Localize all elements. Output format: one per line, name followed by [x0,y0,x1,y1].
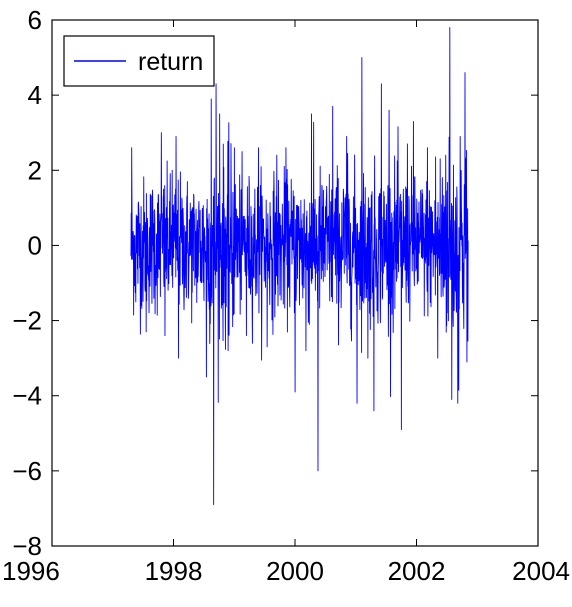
x-tick-label: 1998 [145,556,203,586]
y-tick-label: 2 [28,155,42,185]
y-tick-label: −8 [12,531,42,561]
y-tick-label: 4 [28,80,42,110]
y-tick-label: −6 [12,456,42,486]
y-tick-label: 0 [28,230,42,260]
series-layer [130,27,469,506]
y-tick-label: −4 [12,381,42,411]
x-axis: 1996 1998 2000 2002 2004 [2,20,570,586]
y-tick-label: 6 [28,5,42,35]
legend-label-return: return [138,48,203,76]
x-tick-label: 2002 [388,556,446,586]
y-axis: −8 −6 −4 −2 0 2 4 6 [12,5,538,561]
series-return-line [130,27,469,506]
legend: return [63,35,215,87]
x-tick-label: 2004 [512,556,570,586]
x-tick-label: 2000 [266,556,324,586]
y-tick-label: −2 [12,306,42,336]
x-tick-label: 1996 [2,556,60,586]
